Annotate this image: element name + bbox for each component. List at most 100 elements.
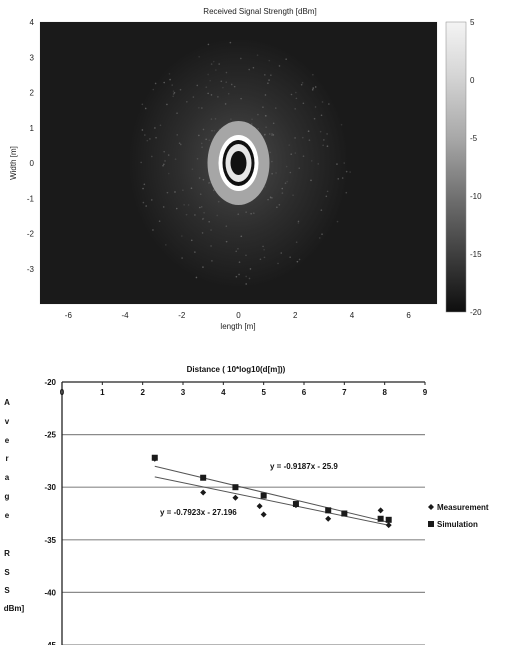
signal-speckle (198, 106, 200, 109)
signal-speckle (312, 87, 315, 89)
x-tick-label: 5 (261, 388, 266, 397)
signal-speckle (207, 182, 210, 184)
signal-speckle (207, 43, 210, 46)
simulation-trend-equation: y = -0.9187x - 25.9 (270, 462, 338, 471)
legend-label: Simulation (437, 520, 478, 529)
signal-speckle (270, 74, 272, 76)
colorbar-tick-label: 5 (470, 18, 475, 27)
y-tick-label: -25 (44, 431, 56, 440)
signal-speckle (278, 65, 281, 67)
signal-speckle (313, 117, 316, 120)
signal-speckle (190, 187, 193, 190)
y-axis-label-letter: dBm] (4, 604, 25, 613)
signal-speckle (289, 171, 292, 174)
signal-speckle (289, 256, 291, 259)
heatmap-y-tick-label: -1 (27, 194, 35, 203)
y-tick-label: -40 (44, 588, 56, 597)
heatmap-x-tick-label: 2 (293, 311, 298, 320)
signal-speckle (211, 260, 213, 262)
signal-speckle (285, 58, 287, 60)
signal-speckle (251, 118, 253, 121)
y-tick-label: -20 (44, 378, 56, 387)
signal-speckle (272, 122, 275, 125)
signal-speckle (208, 220, 210, 223)
simulation-point (377, 515, 384, 522)
heatmap-y-tick-label: 3 (30, 53, 35, 62)
signal-speckle (281, 187, 284, 190)
signal-speckle (295, 241, 298, 244)
signal-speckle (336, 220, 339, 223)
signal-speckle (155, 136, 157, 139)
signal-speckle (201, 107, 203, 109)
signal-speckle (314, 106, 317, 108)
signal-speckle (341, 177, 344, 179)
signal-speckle (213, 129, 216, 132)
signal-speckle (202, 178, 205, 181)
signal-speckle (200, 206, 203, 208)
signal-speckle (205, 138, 207, 141)
signal-speckle (325, 195, 328, 198)
heatmap-x-tick-label: -2 (178, 311, 186, 320)
signal-speckle (269, 151, 272, 154)
signal-speckle (263, 256, 266, 259)
x-tick-label: 0 (60, 388, 65, 397)
signal-speckle (321, 233, 323, 235)
signal-speckle (240, 57, 242, 60)
signal-speckle (257, 113, 259, 116)
signal-speckle (185, 213, 188, 216)
signal-speckle (267, 198, 269, 201)
signal-speckle (290, 93, 293, 96)
colorbar-tick-label: -20 (470, 308, 482, 317)
measurement-point (232, 494, 239, 501)
heatmap-y-tick-label: 0 (30, 159, 35, 168)
y-tick-label: -30 (44, 483, 56, 492)
signal-speckle (238, 261, 241, 263)
signal-speckle (264, 133, 266, 136)
signal-speckle (240, 235, 243, 238)
signal-contour-ring (230, 151, 247, 175)
signal-speckle (179, 143, 182, 146)
colorbar-tick-label: -10 (470, 192, 482, 201)
signal-speckle (312, 73, 314, 76)
signal-speckle (314, 86, 317, 88)
signal-speckle (174, 158, 177, 160)
measurement-point (256, 503, 263, 510)
signal-speckle (265, 115, 267, 117)
simulation-point (200, 474, 207, 481)
signal-speckle (318, 237, 321, 239)
simulation-point (232, 484, 239, 491)
signal-speckle (207, 73, 209, 76)
signal-speckle (190, 239, 193, 242)
signal-speckle (172, 95, 175, 98)
heatmap-title: Received Signal Strength [dBm] (203, 7, 316, 16)
signal-speckle (201, 146, 203, 148)
scatter-axes (61, 381, 425, 645)
signal-speckle (343, 162, 346, 164)
signal-speckle (207, 92, 209, 95)
y-axis-label-letter: A (4, 398, 10, 407)
scatter-x-ticks: 0 1 2 3 4 5 6 7 8 9 (60, 382, 428, 397)
signal-speckle (229, 41, 232, 44)
signal-speckle (203, 211, 205, 214)
signal-speckle (198, 56, 200, 58)
signal-speckle (284, 182, 287, 184)
signal-speckle (268, 133, 271, 135)
signal-speckle (158, 220, 161, 223)
signal-speckle (169, 78, 171, 81)
signal-speckle (272, 134, 275, 136)
trendline (154, 476, 389, 526)
signal-speckle (271, 160, 273, 163)
signal-speckle (145, 205, 147, 207)
signal-speckle (212, 60, 215, 63)
x-tick-label: 2 (140, 388, 145, 397)
signal-speckle (294, 137, 296, 139)
signal-speckle (257, 128, 260, 130)
signal-speckle (267, 82, 269, 85)
signal-speckle (263, 133, 266, 136)
signal-speckle (248, 277, 251, 280)
signal-speckle (259, 258, 262, 261)
x-tick-label: 7 (342, 388, 347, 397)
signal-speckle (276, 206, 278, 209)
signal-speckle (252, 66, 255, 69)
signal-speckle (209, 79, 211, 82)
